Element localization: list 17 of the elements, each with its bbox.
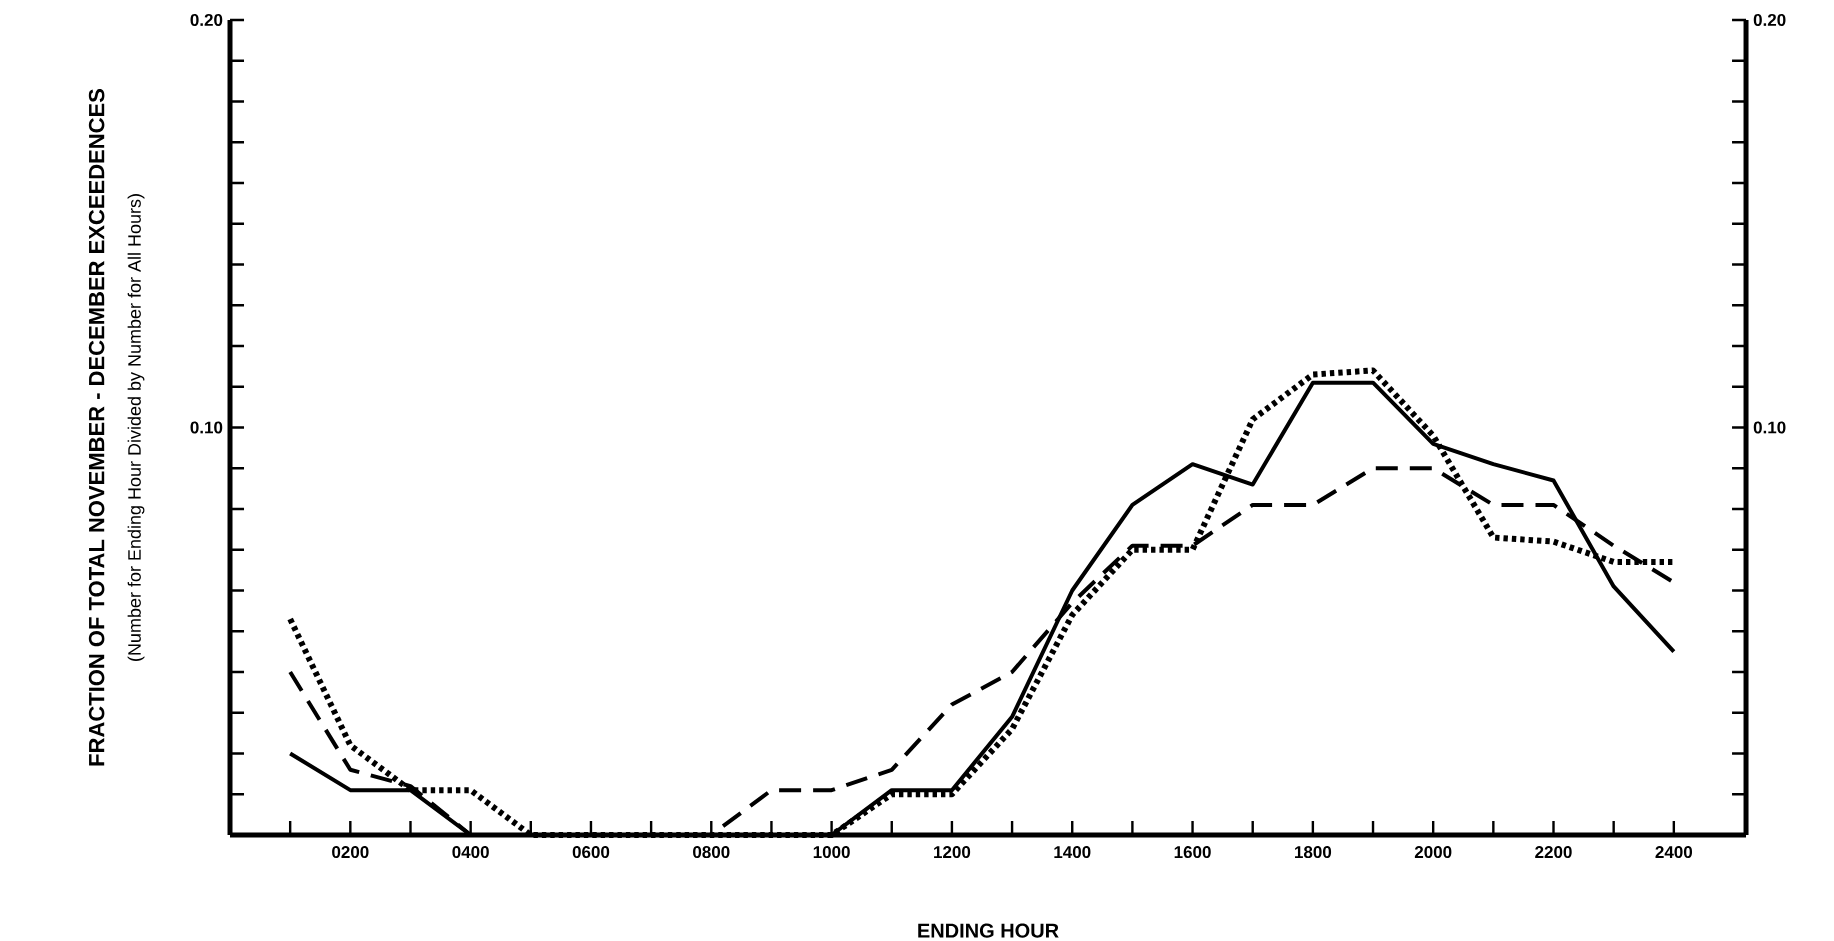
x-tick-label: 1600 [1174, 846, 1211, 859]
y2-tick-label: 0.10 [1753, 421, 1786, 434]
text: (Number for Ending Hour Divided by Number for All Hours) [127, 194, 145, 661]
x-tick-label: 2400 [1655, 846, 1693, 859]
x-tick-label: 1800 [1295, 846, 1332, 859]
x-tick-label: 0400 [452, 846, 489, 859]
y2-tick-label: 0.20 [1753, 13, 1786, 26]
x-axis-title: ENDING HOUR [918, 923, 1059, 938]
x-tick-label: 2200 [1535, 846, 1572, 859]
y-axis-title: FRACTION OF TOTAL NOVEMBER - DECEMBER EXCEEDENCES [88, 89, 105, 766]
x-tick-label: 1000 [813, 846, 850, 859]
x-tick-label: 0200 [332, 846, 369, 859]
x-tick-label: 1400 [1054, 846, 1091, 859]
x-tick-label: 2000 [1414, 846, 1452, 859]
x-tick-label: 0600 [572, 846, 610, 859]
x-tick-label: 0800 [693, 846, 730, 859]
x-tick-label: 1200 [934, 846, 971, 859]
